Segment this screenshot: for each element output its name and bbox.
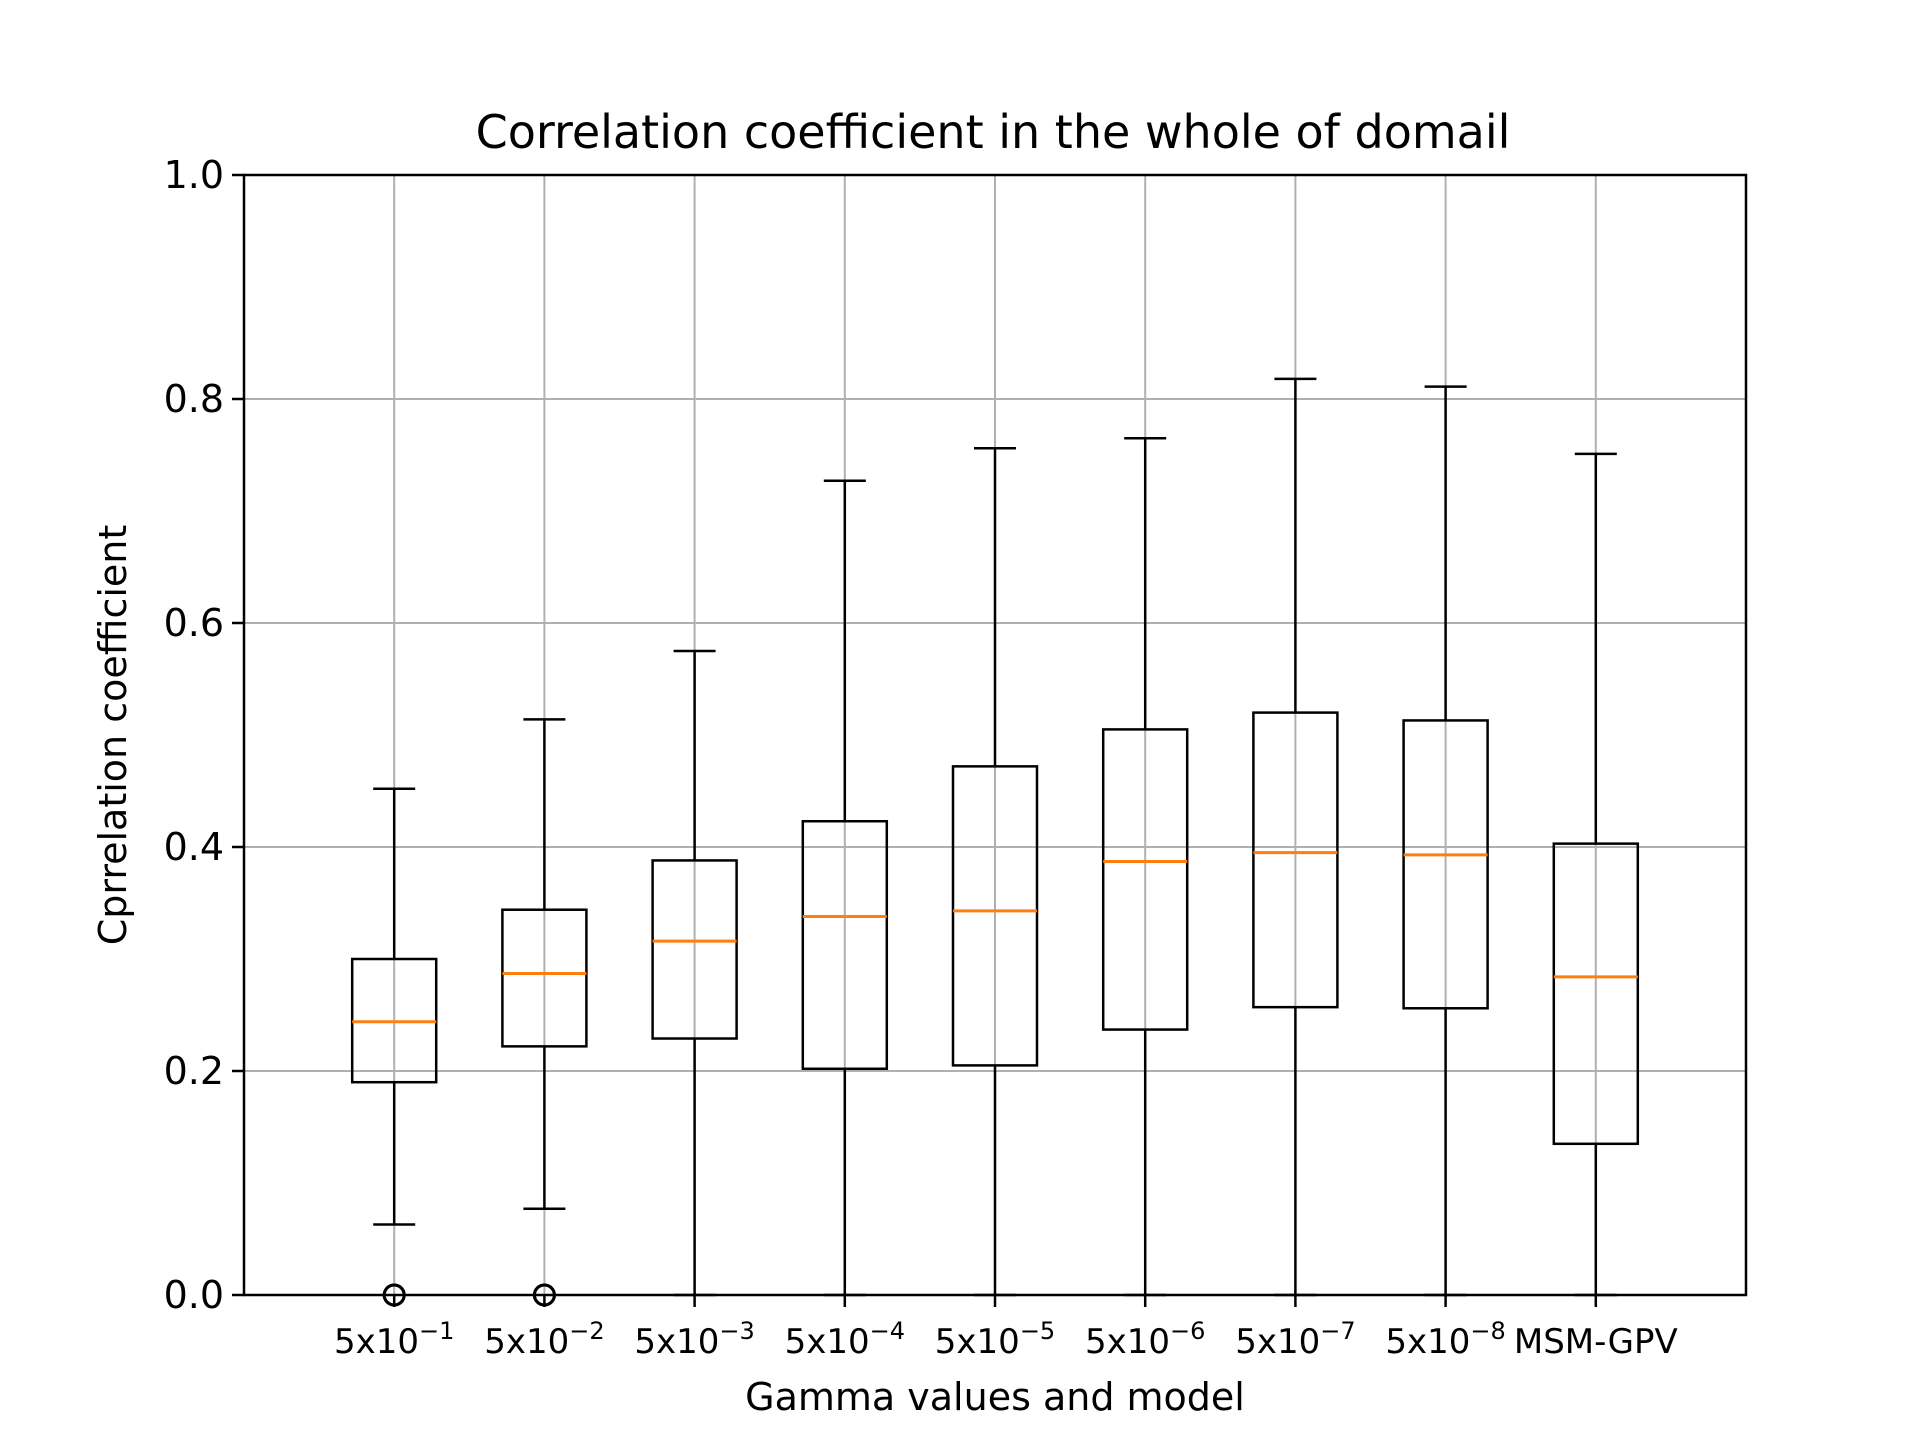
x-tick-label: 5x10−7 (1235, 1317, 1355, 1362)
x-tick-label-base: 5x10 (334, 1322, 419, 1362)
x-tick-label: 5x10−5 (935, 1317, 1055, 1362)
x-tick-label-exponent: −5 (1020, 1317, 1055, 1345)
x-tick-label: 5x10−6 (1085, 1317, 1205, 1362)
box-group (1101, 436, 1189, 1297)
y-tick-label: 0.0 (164, 1273, 224, 1317)
y-tick-label: 0.8 (164, 377, 224, 421)
x-tick-label-exponent: −3 (719, 1317, 754, 1345)
box-group (801, 479, 889, 1297)
iqr-box (951, 765, 1039, 1067)
iqr-box (1402, 719, 1489, 1010)
x-tick-label: 5x10−3 (634, 1317, 754, 1362)
y-tick-label: 1.0 (164, 153, 224, 197)
iqr-box (1252, 711, 1339, 1009)
x-tick-label-base: 5x10 (1085, 1322, 1170, 1362)
iqr-box (1101, 728, 1189, 1031)
box-group (1552, 452, 1640, 1297)
box-group (651, 649, 738, 1297)
x-tick-label: MSM-GPV (1514, 1322, 1678, 1362)
iqr-box (501, 908, 588, 1048)
x-tick-label-base: MSM-GPV (1514, 1322, 1678, 1362)
x-tick-label-exponent: −7 (1320, 1317, 1355, 1345)
iqr-box (1552, 842, 1640, 1146)
x-tick-label: 5x10−4 (785, 1317, 905, 1362)
x-tick-label-base: 5x10 (1385, 1322, 1470, 1362)
y-tick-label: 0.2 (164, 1049, 224, 1093)
iqr-box (801, 819, 889, 1071)
y-axis-label: Cprrelation coefficient (91, 525, 135, 946)
y-tick-label: 0.4 (164, 825, 224, 869)
x-axis-label: Gamma values and model (745, 1375, 1245, 1419)
x-tick-label-base: 5x10 (634, 1322, 719, 1362)
x-tick-label-base: 5x10 (1235, 1322, 1320, 1362)
x-tick-label-exponent: −4 (870, 1317, 905, 1345)
y-tick-label: 0.6 (164, 601, 224, 645)
iqr-box (651, 859, 738, 1040)
x-tick-label: 5x10−2 (484, 1317, 604, 1362)
x-tick-label: 5x10−8 (1385, 1317, 1505, 1362)
x-tick-label-exponent: −2 (569, 1317, 604, 1345)
x-tick-label-base: 5x10 (484, 1322, 569, 1362)
box-group (1402, 385, 1489, 1297)
x-tick-label-base: 5x10 (785, 1322, 870, 1362)
chart-title: Correlation coefficient in the whole of … (476, 105, 1511, 159)
x-tick-label: 5x10−1 (334, 1317, 454, 1362)
x-tick-label-base: 5x10 (935, 1322, 1020, 1362)
box-group (951, 447, 1039, 1297)
x-tick-label-exponent: −8 (1470, 1317, 1505, 1345)
x-tick-label-exponent: −1 (419, 1317, 454, 1345)
x-tick-label-exponent: −6 (1170, 1317, 1205, 1345)
